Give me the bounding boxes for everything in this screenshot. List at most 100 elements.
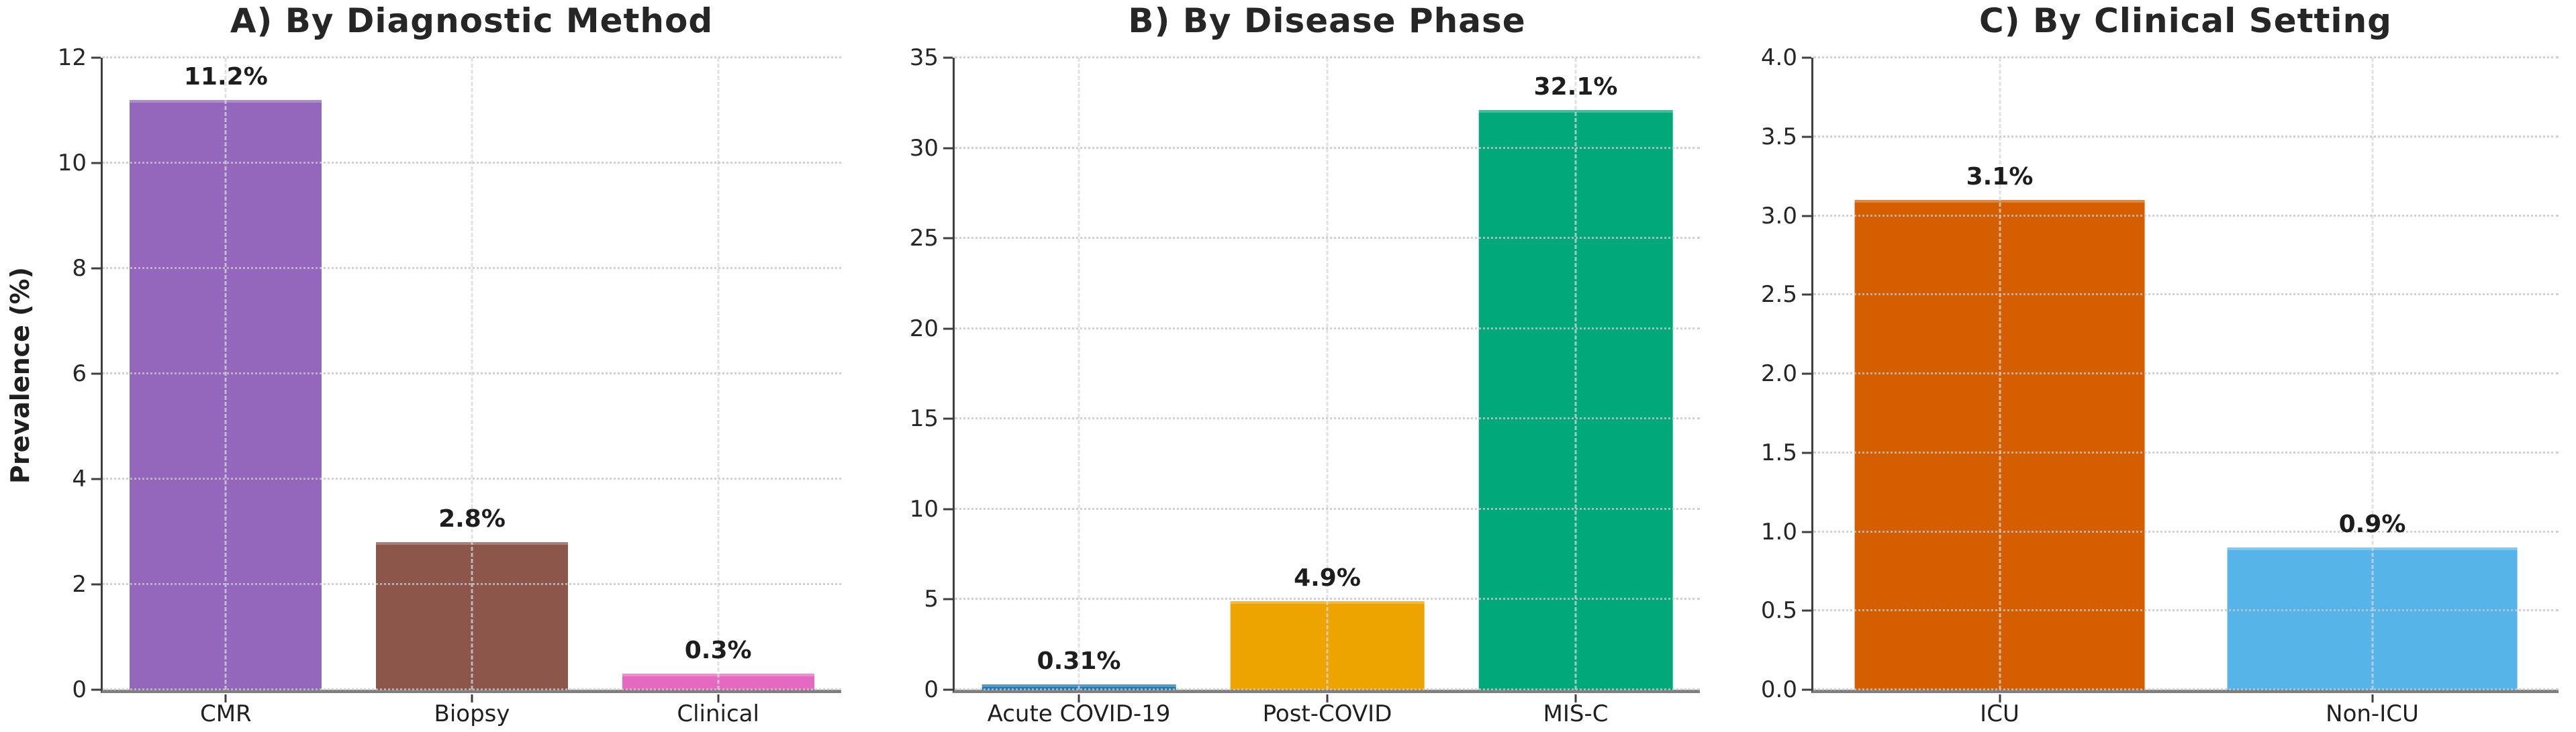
y-tick-label: 35 xyxy=(909,44,939,71)
x-gridline xyxy=(1078,58,1080,690)
bar-value-label: 2.8% xyxy=(438,505,506,533)
subplot-c-clinical-setting: C) By Clinical Setting ICU 3.1% Non-ICU 0.9… xyxy=(1717,0,2576,732)
y-gridline xyxy=(103,372,841,374)
y-tick-label: 0.0 xyxy=(1760,676,1797,703)
x-gridline xyxy=(1326,58,1329,690)
y-tick-mark xyxy=(1802,609,1811,612)
y-gridline xyxy=(955,327,1700,329)
y-tick-label: 0 xyxy=(72,676,87,703)
bar-value-label: 32.1% xyxy=(1533,73,1618,101)
y-tick-label: 5 xyxy=(924,586,939,613)
y-tick-mark xyxy=(1802,136,1811,138)
y-tick-mark xyxy=(1802,688,1811,691)
y-tick-mark xyxy=(91,56,101,59)
y-tick-mark xyxy=(943,327,953,330)
y-gridline xyxy=(1813,214,2559,217)
y-gridline xyxy=(1813,451,2559,454)
x-tick-mark xyxy=(224,694,227,702)
x-tick-label: ICU xyxy=(1980,700,2019,727)
bar-value-label: 0.9% xyxy=(2338,511,2406,539)
x-tick-label: MIS-C xyxy=(1543,700,1609,727)
y-tick-mark xyxy=(1802,531,1811,533)
y-axis-label: Prevalence (%) xyxy=(5,267,35,484)
y-tick-label: 10 xyxy=(909,495,939,523)
y-tick-label: 12 xyxy=(57,44,87,71)
y-tick-mark xyxy=(943,598,953,600)
y-gridline xyxy=(103,56,841,58)
x-tick-mark xyxy=(1999,694,2001,702)
y-tick-label: 8 xyxy=(72,255,87,282)
y-gridline xyxy=(1813,135,2559,138)
y-tick-mark xyxy=(1802,452,1811,454)
y-tick-mark xyxy=(943,147,953,150)
chart-title-b: B) By Disease Phase xyxy=(1128,1,1526,40)
y-gridline xyxy=(955,507,1700,510)
x-tick-label: Non-ICU xyxy=(2326,700,2419,727)
y-tick-mark xyxy=(91,478,101,480)
bar-value-label: 0.3% xyxy=(684,637,752,665)
y-tick-label: 1.5 xyxy=(1760,439,1797,466)
y-gridline xyxy=(103,267,841,270)
x-tick-mark xyxy=(1574,694,1577,702)
y-tick-label: 1.0 xyxy=(1760,518,1797,545)
y-tick-mark xyxy=(943,237,953,240)
x-gridline xyxy=(1574,58,1577,690)
y-tick-mark xyxy=(1802,372,1811,375)
y-tick-label: 4.0 xyxy=(1760,44,1797,71)
y-tick-label: 4 xyxy=(72,466,87,493)
y-tick-label: 2.5 xyxy=(1760,281,1797,309)
y-gridline xyxy=(955,417,1700,420)
chart-title-c: C) By Clinical Setting xyxy=(1979,1,2392,40)
x-tick-mark xyxy=(717,694,720,702)
y-tick-label: 3.5 xyxy=(1760,123,1797,150)
y-gridline xyxy=(955,56,1700,58)
y-gridline xyxy=(955,688,1700,690)
x-tick-label: Biopsy xyxy=(434,700,510,727)
y-gridline xyxy=(1813,688,2559,690)
y-gridline xyxy=(1813,372,2559,374)
x-tick-label: CMR xyxy=(199,700,252,727)
y-tick-label: 20 xyxy=(909,315,939,342)
y-tick-mark xyxy=(943,56,953,59)
y-gridline xyxy=(1813,530,2559,533)
bar-value-label: 3.1% xyxy=(1966,162,2034,191)
y-gridline xyxy=(103,583,841,586)
y-tick-mark xyxy=(943,417,953,420)
y-tick-label: 2 xyxy=(72,571,87,598)
y-gridline xyxy=(955,146,1700,149)
bar-value-label: 0.31% xyxy=(1037,647,1121,675)
y-tick-mark xyxy=(1802,56,1811,59)
y-gridline xyxy=(1813,56,2559,58)
y-tick-mark xyxy=(91,688,101,691)
y-tick-label: 15 xyxy=(909,405,939,433)
subplot-b-disease-phase: B) By Disease Phase Acute COVID-19 0.31% P… xyxy=(859,0,1717,732)
x-tick-mark xyxy=(2371,694,2373,702)
y-tick-label: 30 xyxy=(909,134,939,162)
y-tick-mark xyxy=(943,508,953,511)
y-tick-mark xyxy=(91,267,101,270)
y-tick-label: 2.0 xyxy=(1760,360,1797,387)
subplot-a-diagnostic-method: A) By Diagnostic Method Prevalence (%) C… xyxy=(0,0,859,732)
y-tick-mark xyxy=(91,162,101,164)
y-tick-label: 0.5 xyxy=(1760,597,1797,625)
y-tick-mark xyxy=(91,583,101,586)
plot-area-b: Acute COVID-19 0.31% Post-COVID 4.9% MIS-C 32… xyxy=(910,44,1700,727)
x-tick-mark xyxy=(1078,694,1080,702)
y-tick-label: 25 xyxy=(909,225,939,252)
y-tick-label: 6 xyxy=(72,360,87,387)
y-tick-mark xyxy=(1802,293,1811,296)
y-tick-mark xyxy=(1802,215,1811,217)
y-tick-mark xyxy=(943,688,953,691)
y-tick-mark xyxy=(91,372,101,375)
x-tick-label: Post-COVID xyxy=(1262,700,1392,727)
y-gridline xyxy=(103,162,841,164)
y-gridline xyxy=(955,598,1700,600)
x-tick-label: Acute COVID-19 xyxy=(987,700,1171,727)
chart-title-a: A) By Diagnostic Method xyxy=(230,1,714,40)
y-gridline xyxy=(1813,293,2559,296)
y-tick-label: 10 xyxy=(57,150,87,176)
plot-area-a: CMR 11.2% Biopsy 2.8% Clinical 0.3% 0 2 4 6 8 10 12 xyxy=(58,44,841,727)
bar-value-label: 4.9% xyxy=(1294,564,1361,592)
y-gridline xyxy=(103,688,841,690)
